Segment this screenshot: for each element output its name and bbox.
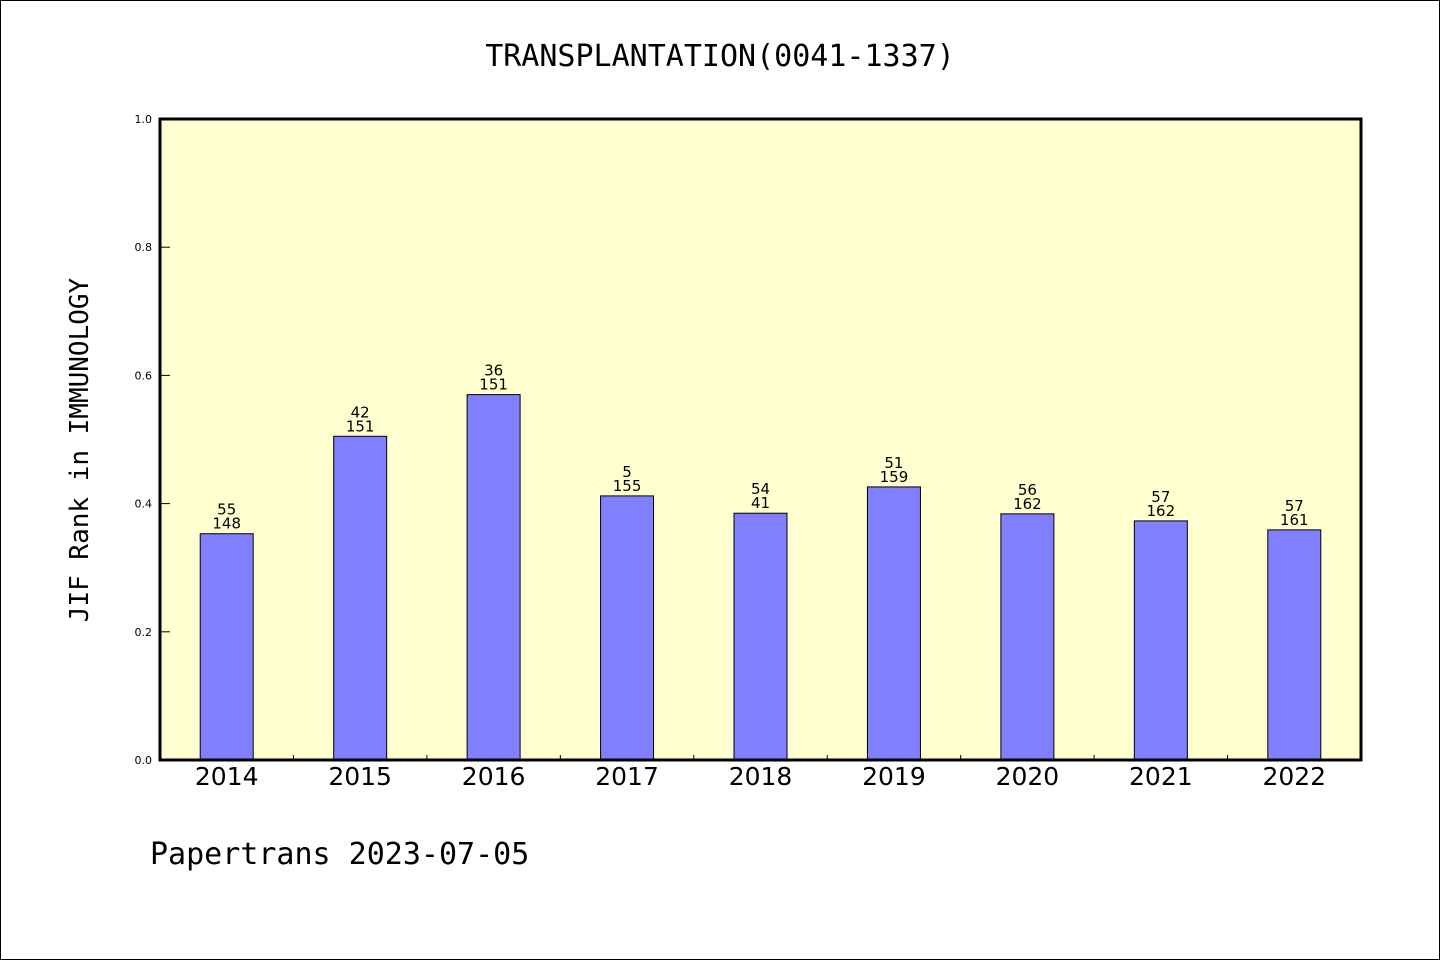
bar-rank-label: 36 — [484, 362, 503, 380]
bar-2018 — [733, 512, 788, 761]
bar-2014 — [199, 533, 254, 761]
x-tick-label: 2017 — [595, 762, 659, 791]
x-axis-ticks: 2014 2015 2016 2017 2018 2019 2020 2021 2022 — [195, 755, 1326, 791]
bar-2022 — [1267, 529, 1322, 761]
y-tick-label: 0.6 — [135, 369, 153, 382]
chart-title: TRANSPLANTATION(0041-1337) — [485, 39, 955, 74]
y-tick-label: 0.0 — [135, 754, 153, 767]
bar-total-label: 148 — [212, 515, 241, 533]
plot-border — [158, 117, 1363, 762]
x-tick-label: 2022 — [1262, 762, 1326, 791]
y-tick-label: 0.2 — [135, 626, 153, 639]
bar-total-label: 159 — [880, 468, 909, 486]
y-axis-label: JIF Rank in IMMUNOLOGY — [65, 277, 95, 622]
bar-total-label: 161 — [1280, 511, 1309, 529]
bar-rank-label: 56 — [1018, 481, 1037, 499]
x-tick-label: 2021 — [1129, 762, 1193, 791]
bar-2019 — [866, 486, 921, 761]
bar-2017 — [600, 495, 655, 761]
bar-rank-label: 54 — [751, 480, 770, 498]
x-tick-label: 2018 — [729, 762, 793, 791]
bar-rank-label: 51 — [884, 454, 903, 472]
x-tick-label: 2014 — [195, 762, 259, 791]
bar-2016 — [466, 394, 521, 761]
bar-2015 — [333, 435, 388, 761]
bar-total-label: 151 — [346, 417, 375, 435]
bar-rank-label: 55 — [217, 501, 236, 519]
bar-rank-label: 57 — [1151, 488, 1170, 506]
bar-total-label: 155 — [613, 477, 642, 495]
bar-total-label: 41 — [751, 494, 770, 512]
bar-2020 — [1000, 513, 1055, 761]
bar-total-label: 162 — [1013, 495, 1042, 513]
bar-rank-label: 57 — [1285, 497, 1304, 515]
y-tick-label: 0.4 — [135, 498, 153, 511]
bar-2021 — [1133, 520, 1188, 761]
x-tick-label: 2020 — [996, 762, 1060, 791]
bar-rank-label: 42 — [351, 403, 370, 421]
y-tick-label: 0.8 — [135, 241, 153, 254]
x-tick-label: 2015 — [328, 762, 392, 791]
footer-credit: Papertrans 2023-07-05 — [150, 837, 529, 872]
bar-total-label: 151 — [479, 376, 508, 394]
x-tick-label: 2016 — [462, 762, 526, 791]
y-tick-label: 1.0 — [135, 113, 153, 126]
x-tick-label: 2019 — [862, 762, 926, 791]
bar-rank-label: 5 — [622, 463, 632, 481]
bar-total-label: 162 — [1147, 502, 1176, 520]
